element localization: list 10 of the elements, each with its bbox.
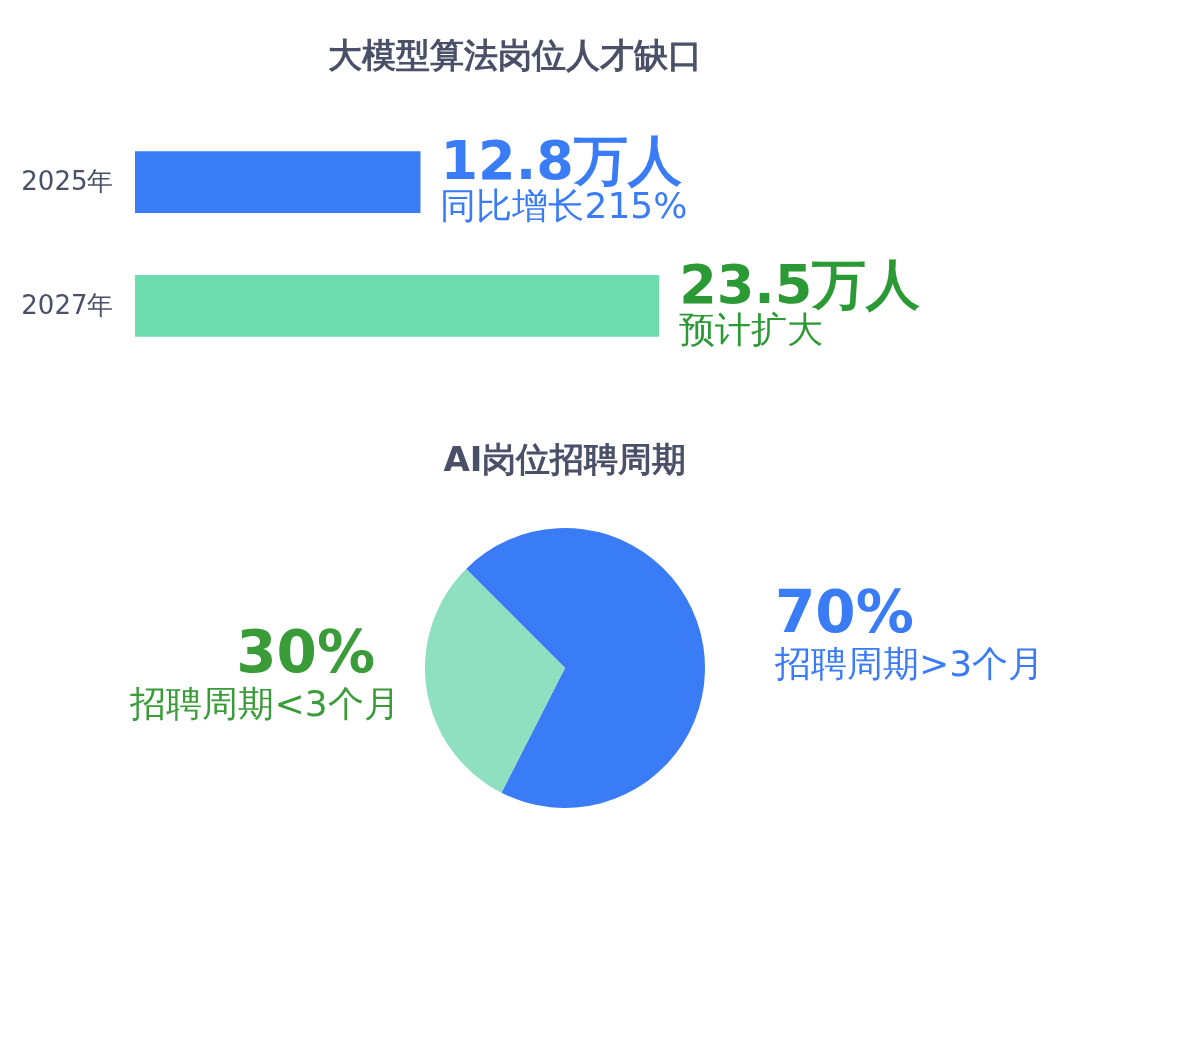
pie-slice [425,569,565,793]
data-label: 30% [236,618,375,686]
chart-title: 大模型算法岗位人才缺口 [328,35,702,75]
data-label: 70% [775,578,914,646]
chart-title: AI岗位招聘周期 [443,439,687,479]
y-tick-label: 2025年 [21,166,114,197]
y-tick-label: 2027年 [21,289,114,320]
slice-label: 招聘周期<3个月 [129,683,400,724]
pie-slice [466,528,705,808]
slice-label: 招聘周期>3个月 [774,643,1045,684]
